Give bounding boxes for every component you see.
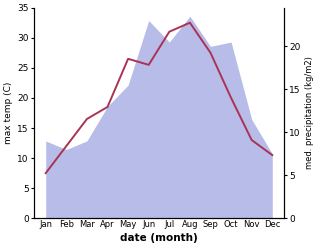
Y-axis label: med. precipitation (kg/m2): med. precipitation (kg/m2) — [305, 57, 314, 169]
X-axis label: date (month): date (month) — [120, 233, 198, 243]
Y-axis label: max temp (C): max temp (C) — [4, 82, 13, 144]
